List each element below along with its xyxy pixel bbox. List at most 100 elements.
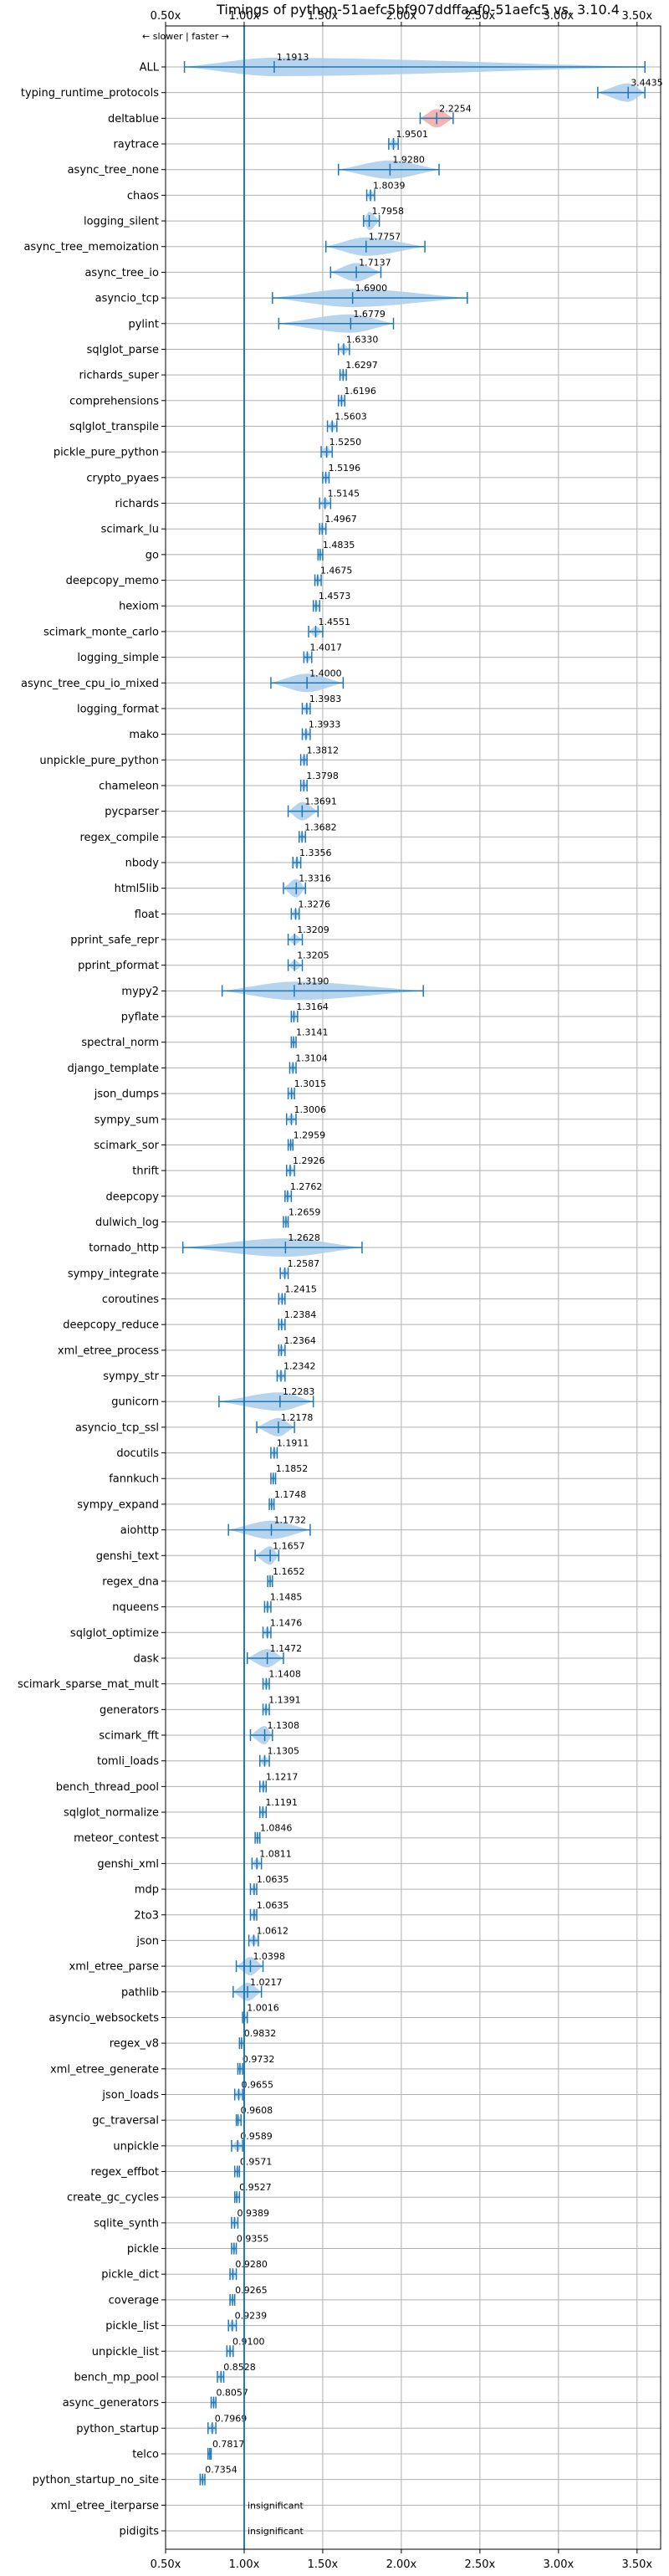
value-label: 1.3209 [297,924,329,935]
value-label: 1.3104 [295,1052,328,1063]
top-tick-label: 0.50x [151,10,181,23]
bottom-axis: 0.50x 1.00x 1.50x 2.00x 2.50x 3.00x 3.50x [151,2549,652,2571]
value-label: 1.6297 [345,360,378,371]
bottom-tick-label: 2.00x [386,2558,417,2571]
value-label: 1.4675 [320,566,353,576]
value-label: 1.3164 [296,1001,329,1012]
value-label: 1.1391 [268,1694,301,1705]
benchmark-label: genshi_text [96,1550,159,1563]
value-label: 0.8528 [223,2362,256,2373]
benchmark-label: sympy_integrate [68,1268,159,1280]
value-label: 1.5196 [329,463,361,474]
value-label: 0.9527 [239,2182,272,2193]
value-label: 1.6330 [346,334,379,345]
benchmark-label: scimark_monte_carlo [43,626,159,638]
benchmark-label: bench_mp_pool [74,2371,159,2384]
top-tick-label: 3.00x [544,10,575,23]
value-label: 1.4835 [323,540,355,551]
benchmark-label: chameleon [99,780,159,792]
value-label: 1.3316 [299,873,331,884]
benchmark-label: regex_effbot [90,2166,159,2179]
benchmark-label: tornado_http [89,1242,159,1255]
benchmark-label: deepcopy_reduce [63,1319,159,1332]
benchmark-label: coverage [109,2294,159,2307]
value-label: 1.1308 [268,1720,300,1731]
benchmark-label: sympy_sum [94,1114,159,1126]
benchmark-label: pickle_list [105,2320,159,2333]
benchmark-label: regex_dna [102,1575,159,1588]
value-label: 1.6779 [353,309,386,320]
bottom-tick-label: 0.50x [151,2558,181,2571]
benchmark-label: xml_etree_iterparse [50,2500,159,2512]
benchmark-label: async_tree_io [84,267,159,279]
benchmark-label: unpickle [113,2140,159,2153]
value-label: 1.1217 [266,1771,299,1782]
value-label: 1.1652 [273,1566,305,1577]
benchmark-label: genshi_xml [97,1858,159,1871]
value-label: 1.3276 [299,899,331,909]
value-label: 1.0217 [250,1977,283,1988]
value-label: 1.3141 [296,1027,329,1038]
benchmark-rows: ALL 1.1913 typing_runtime_protocols 3.4435 d… [18,52,663,2538]
benchmark-label: unpickle_pure_python [39,755,159,767]
benchmark-label: comprehensions [69,395,159,407]
value-label: 1.2926 [293,1155,325,1166]
benchmark-label: nbody [125,857,160,869]
benchmark-label: scimark_sparse_mat_mult [18,1678,159,1691]
bottom-tick-label: 1.50x [308,2558,339,2571]
value-label: 1.3006 [294,1104,326,1115]
benchmark-label: django_template [68,1063,159,1075]
value-label: 1.2178 [281,1412,314,1423]
benchmark-label: hexiom [119,601,159,613]
benchmark-label: json [135,1935,159,1948]
value-label: 1.1408 [268,1669,301,1680]
value-label: 0.9655 [241,2079,273,2090]
insignificant-label: insignificant [248,2526,304,2537]
value-label: 0.9100 [232,2336,265,2347]
benchmark-label: deltablue [108,113,159,125]
value-label: 1.6196 [344,386,376,397]
plot-frame [165,25,661,2550]
benchmark-label: json_loads [101,2089,159,2102]
bottom-tick-label: 1.00x [229,2558,260,2571]
benchmark-label: scimark_fft [99,1730,159,1743]
value-label: 1.1657 [273,1540,305,1551]
benchmark-label: sqlite_synth [94,2217,159,2230]
value-label: 0.7969 [215,2413,248,2424]
value-label: 0.9389 [237,2208,269,2219]
value-label: 1.1472 [270,1643,303,1654]
value-label: 0.7817 [212,2439,245,2450]
benchmark-label: async_tree_none [68,164,159,177]
value-label: 1.8039 [373,180,406,191]
value-label: 1.1305 [267,1746,299,1757]
benchmark-label: raytrace [113,139,159,151]
insignificant-label: insignificant [248,2500,304,2511]
benchmark-label: aiohttp [120,1524,159,1537]
benchmark-label: dask [133,1652,159,1665]
value-label: 1.4000 [309,668,342,679]
value-label: 3.4435 [631,78,663,89]
benchmark-label: nqueens [112,1601,159,1614]
benchmark-label: thrift [132,1165,159,1178]
value-label: 1.0612 [256,1925,289,1936]
top-tick-label: 1.00x [229,10,260,23]
benchmark-label: sqlglot_transpile [69,421,159,433]
benchmark-label: typing_runtime_protocols [21,87,159,100]
benchmark-label: pylint [128,318,159,330]
benchmark-label: sympy_str [103,1370,159,1383]
benchmark-label: xml_etree_parse [69,1961,159,1974]
benchmark-label: mypy2 [121,986,159,998]
value-label: 1.4573 [319,591,351,602]
value-label: 0.9832 [244,2028,277,2039]
value-label: 0.9239 [235,2311,268,2322]
value-label: 1.3190 [297,976,329,986]
value-label: 1.3812 [307,745,340,755]
benchmark-label: richards [115,498,160,510]
value-label: 1.0811 [259,1848,292,1859]
benchmark-label: asyncio_tcp_ssl [75,1421,159,1434]
benchmark-label: regex_v8 [110,2038,159,2051]
benchmark-label: deepcopy [105,1191,159,1203]
grid-lines [165,26,661,2549]
value-label: 1.4967 [324,514,357,525]
